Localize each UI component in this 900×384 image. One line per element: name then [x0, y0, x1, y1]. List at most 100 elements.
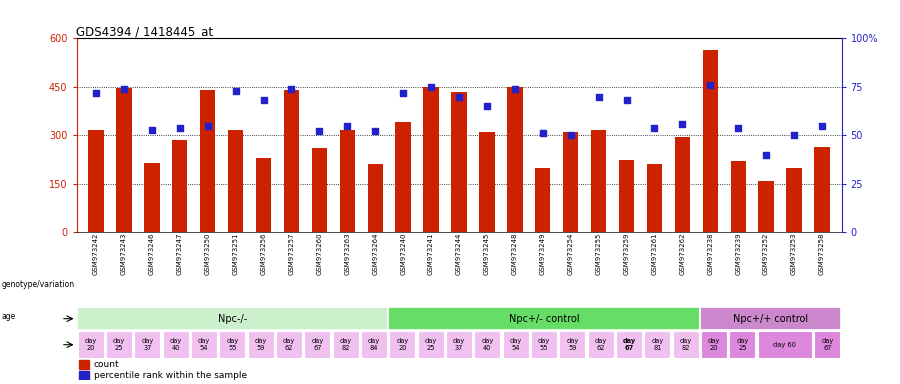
Bar: [79, 371, 89, 380]
Bar: [731, 161, 746, 232]
Point: [312, 128, 327, 134]
Text: day
55: day 55: [538, 338, 550, 351]
Text: Npc+/- control: Npc+/- control: [508, 314, 580, 324]
Bar: [88, 131, 104, 232]
Bar: [134, 331, 160, 358]
Text: GSM973239: GSM973239: [735, 232, 742, 275]
Bar: [333, 331, 359, 358]
Bar: [390, 331, 416, 358]
Point: [368, 128, 382, 134]
Point: [759, 152, 773, 158]
Text: GSM973258: GSM973258: [819, 232, 825, 275]
Text: day
67: day 67: [821, 338, 833, 351]
Point: [703, 82, 717, 88]
Text: age: age: [2, 312, 16, 321]
Text: day
82: day 82: [339, 338, 352, 351]
Bar: [531, 331, 557, 358]
Text: day
37: day 37: [453, 338, 465, 351]
Text: GSM973238: GSM973238: [707, 232, 714, 275]
Text: GSM973246: GSM973246: [148, 232, 155, 275]
Bar: [563, 132, 579, 232]
Text: GSM973241: GSM973241: [428, 232, 434, 275]
Bar: [787, 168, 802, 232]
Bar: [502, 331, 528, 358]
Text: GDS4394 / 1418445_at: GDS4394 / 1418445_at: [76, 25, 213, 38]
Bar: [79, 360, 89, 369]
Point: [731, 124, 745, 131]
Bar: [536, 168, 551, 232]
Bar: [647, 164, 662, 232]
Bar: [76, 307, 388, 330]
Text: GSM973263: GSM973263: [345, 232, 350, 275]
Point: [173, 124, 187, 131]
Text: GSM973240: GSM973240: [400, 232, 406, 275]
Bar: [248, 331, 274, 358]
Text: GSM973249: GSM973249: [540, 232, 545, 275]
Bar: [418, 331, 444, 358]
Bar: [77, 331, 104, 358]
Text: genotype/variation: genotype/variation: [2, 280, 75, 290]
Bar: [474, 331, 500, 358]
Bar: [163, 331, 189, 358]
Bar: [423, 87, 439, 232]
Bar: [220, 331, 246, 358]
Text: GSM973252: GSM973252: [763, 232, 769, 275]
Text: Npc-/-: Npc-/-: [218, 314, 247, 324]
Text: day
25: day 25: [425, 338, 436, 351]
Point: [396, 89, 410, 96]
Text: GSM973261: GSM973261: [652, 232, 657, 275]
Bar: [759, 180, 774, 232]
Bar: [367, 164, 382, 232]
Bar: [729, 331, 755, 358]
Point: [201, 122, 215, 129]
Text: GSM973251: GSM973251: [232, 232, 239, 275]
Bar: [675, 137, 690, 232]
Text: day
20: day 20: [85, 338, 97, 351]
Bar: [228, 131, 243, 232]
Point: [145, 126, 159, 132]
Bar: [479, 132, 495, 232]
Text: day
59: day 59: [566, 338, 579, 351]
Text: day
40: day 40: [169, 338, 182, 351]
Text: day
25: day 25: [112, 338, 125, 351]
Text: day
67: day 67: [623, 338, 635, 351]
Bar: [559, 331, 585, 358]
Bar: [284, 90, 299, 232]
Text: day
84: day 84: [368, 338, 380, 351]
Text: GSM973242: GSM973242: [93, 232, 99, 275]
Point: [256, 98, 271, 104]
Bar: [191, 331, 217, 358]
Text: day
62: day 62: [283, 338, 295, 351]
Text: day
54: day 54: [509, 338, 522, 351]
Text: day
25: day 25: [736, 338, 749, 351]
Text: day 60: day 60: [773, 342, 796, 348]
Text: day
20: day 20: [708, 338, 720, 351]
Text: GSM973247: GSM973247: [176, 232, 183, 275]
Bar: [588, 331, 614, 358]
Bar: [814, 147, 830, 232]
Text: Npc+/+ control: Npc+/+ control: [734, 314, 808, 324]
Text: GSM973257: GSM973257: [289, 232, 294, 275]
Point: [647, 124, 662, 131]
Bar: [703, 50, 718, 232]
Text: GSM973254: GSM973254: [568, 232, 573, 275]
Point: [675, 121, 689, 127]
Bar: [619, 160, 634, 232]
Point: [619, 98, 634, 104]
Text: GSM973255: GSM973255: [596, 232, 601, 275]
Text: day
67: day 67: [311, 338, 323, 351]
Text: day
62: day 62: [595, 338, 607, 351]
Bar: [616, 331, 642, 358]
Point: [591, 93, 606, 99]
Bar: [758, 331, 812, 358]
Bar: [814, 331, 841, 358]
Point: [117, 86, 131, 92]
Bar: [116, 88, 131, 232]
Text: GSM973243: GSM973243: [121, 232, 127, 275]
Point: [480, 103, 494, 109]
Bar: [508, 87, 523, 232]
Bar: [451, 92, 467, 232]
Text: GSM973260: GSM973260: [317, 232, 322, 275]
Text: GSM973250: GSM973250: [204, 232, 211, 275]
Text: GSM973262: GSM973262: [680, 232, 686, 275]
